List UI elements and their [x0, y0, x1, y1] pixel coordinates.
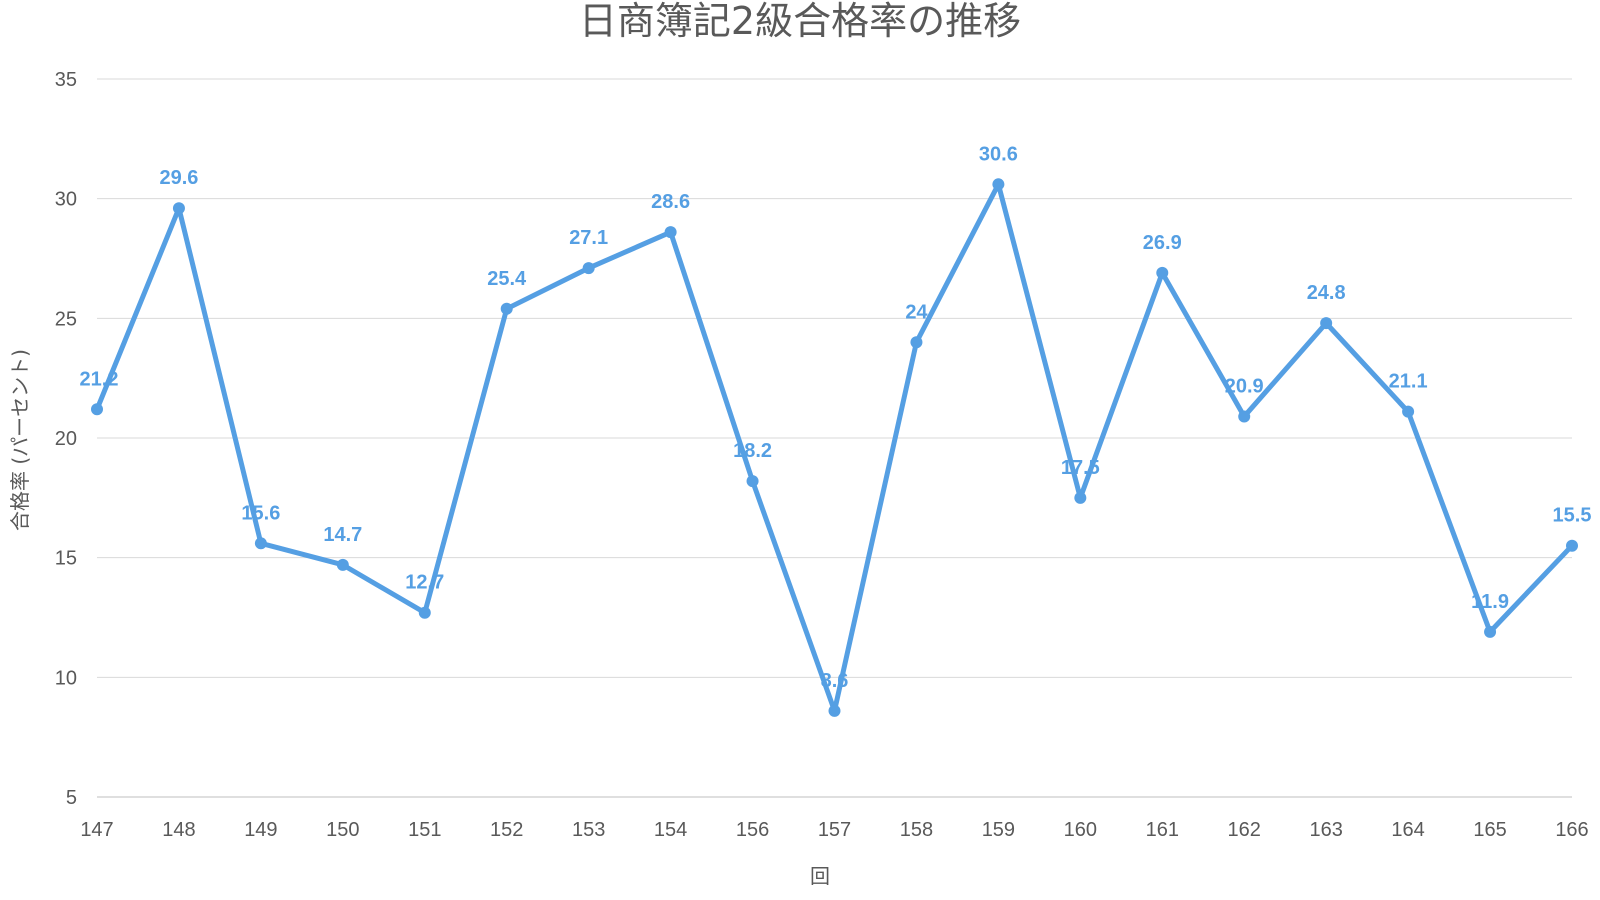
- data-label: 24.8: [1307, 282, 1346, 304]
- data-label: 25.4: [487, 268, 527, 290]
- data-label: 14.7: [323, 524, 362, 546]
- x-tick-label: 153: [572, 819, 605, 841]
- data-point: [1074, 491, 1087, 504]
- y-tick-label: 35: [55, 69, 77, 91]
- data-point: [582, 262, 595, 275]
- x-tick-label: 162: [1228, 819, 1261, 841]
- data-point: [828, 704, 841, 717]
- data-label: 18.2: [733, 440, 772, 462]
- x-tick-label: 163: [1309, 819, 1342, 841]
- x-tick-label: 157: [818, 819, 851, 841]
- x-tick-label: 152: [490, 819, 523, 841]
- x-tick-label: 158: [900, 819, 933, 841]
- x-tick-label: 166: [1555, 819, 1588, 841]
- data-point: [254, 537, 267, 550]
- data-point: [1238, 410, 1251, 423]
- x-axis-label: 回: [810, 864, 830, 888]
- data-point: [418, 606, 431, 619]
- y-axis-label: 合格率 (パーセント): [8, 349, 32, 531]
- x-tick-label: 165: [1473, 819, 1506, 841]
- data-point: [664, 226, 677, 239]
- y-tick-label: 20: [55, 428, 77, 450]
- data-point: [1320, 317, 1333, 330]
- x-tick-label: 161: [1146, 819, 1179, 841]
- x-tick-label: 160: [1064, 819, 1097, 841]
- x-tick-label: 159: [982, 819, 1015, 841]
- series-line: [94, 181, 1574, 714]
- data-label: 20.9: [1225, 375, 1264, 397]
- x-tick-label: 151: [408, 819, 441, 841]
- data-point: [992, 178, 1005, 191]
- x-tick-label: 156: [736, 819, 769, 841]
- data-point: [910, 336, 923, 349]
- data-label: 21.1: [1389, 371, 1428, 393]
- x-tick-label: 154: [654, 819, 687, 841]
- x-tick-label: 164: [1391, 819, 1424, 841]
- data-label: 12.7: [405, 572, 444, 594]
- data-label: 15.5: [1553, 505, 1592, 527]
- data-point: [336, 558, 349, 571]
- data-point: [1402, 405, 1415, 418]
- y-tick-label: 25: [55, 308, 77, 330]
- data-label: 29.6: [159, 167, 198, 189]
- y-tick-label: 5: [66, 787, 77, 809]
- data-label: 24: [905, 301, 928, 323]
- y-axis-ticks: 5 10 15 20 25 30 35: [55, 69, 77, 809]
- data-points: [91, 178, 1578, 717]
- data-label: 28.6: [651, 191, 690, 213]
- data-label: 30.6: [979, 143, 1018, 165]
- x-axis-ticks: 147 148 149 150 151 152 153 154 156 157 158 159 160 1…: [80, 819, 1588, 841]
- data-labels: 21.2 29.6 15.6 14.7 12.7 25.4 27.1 28.6 18.2 8.6 2…: [80, 143, 1592, 692]
- data-label: 27.1: [569, 227, 608, 249]
- gridlines: [97, 78, 1572, 678]
- data-point: [1484, 625, 1497, 638]
- y-tick-label: 15: [55, 548, 77, 570]
- x-tick-label: 147: [80, 819, 113, 841]
- data-point: [91, 403, 103, 416]
- data-label: 15.6: [241, 502, 280, 524]
- data-point: [1156, 266, 1169, 279]
- x-tick-label: 150: [326, 819, 359, 841]
- data-point: [172, 202, 185, 215]
- data-label: 26.9: [1143, 232, 1182, 254]
- data-point: [746, 475, 759, 488]
- y-tick-label: 30: [55, 189, 77, 211]
- data-label: 11.9: [1471, 591, 1509, 613]
- data-point: [1566, 539, 1578, 552]
- x-tick-label: 148: [162, 819, 195, 841]
- data-point: [500, 302, 513, 315]
- y-tick-label: 10: [55, 667, 77, 689]
- x-tick-label: 149: [244, 819, 277, 841]
- data-label: 8.6: [821, 670, 849, 692]
- data-label: 21.2: [80, 368, 119, 390]
- data-label: 17.5: [1061, 457, 1100, 479]
- chart-title: 日商簿記2級合格率の推移: [579, 0, 1021, 43]
